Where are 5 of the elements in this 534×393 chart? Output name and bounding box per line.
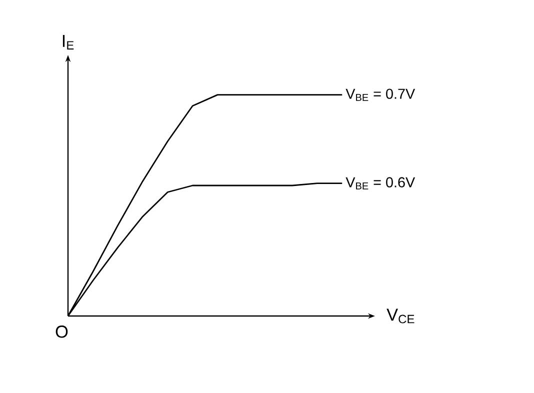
x-axis-title: V$_{CE}$ [386, 308, 414, 324]
y-axis-title: I$_{E}$ [62, 34, 74, 50]
series-label: V$_{BE}$ = 0.7V [346, 88, 416, 101]
series-label: V$_{BE}$ = 0.6V [346, 177, 416, 190]
text: O [56, 326, 68, 338]
